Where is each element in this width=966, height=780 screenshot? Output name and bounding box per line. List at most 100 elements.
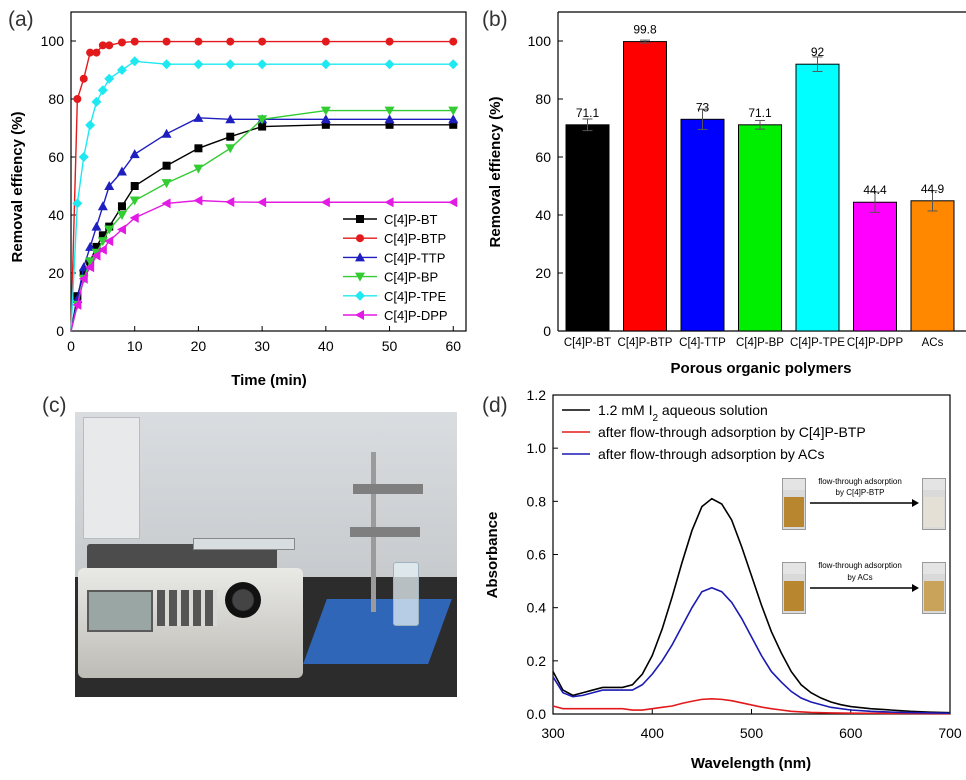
inset-cuvette-after-btp xyxy=(922,478,946,530)
panel-a-point-5 xyxy=(257,197,267,208)
panel-a-legend-label-5: C[4]P-DPP xyxy=(384,308,448,323)
photo-vial xyxy=(393,562,419,626)
panel-d-legend-label-1: after flow-through adsorption by C[4]P-B… xyxy=(598,424,866,440)
panel-b-bar-5 xyxy=(853,201,897,332)
panel-b-value-label-3: 71.1 xyxy=(748,106,772,120)
panel-a-series-line-2 xyxy=(70,117,454,332)
panel-b-ylabel: Removal effiency (%) xyxy=(487,97,504,248)
panel-a-point-1 xyxy=(130,37,139,46)
panel-b-bar-1 xyxy=(623,41,667,332)
panel-d-ytick-label: 0.6 xyxy=(527,547,547,563)
panel-a-point-5 xyxy=(72,299,82,310)
panel-a-point-0 xyxy=(321,120,330,129)
panel-a-point-2 xyxy=(104,181,115,190)
panel-a-point-0 xyxy=(194,144,203,153)
panel-a-point-5 xyxy=(193,195,203,206)
panel-a-point-4 xyxy=(104,73,115,84)
panel-b-category-label-6: ACs xyxy=(922,337,944,349)
panel-a-point-4 xyxy=(91,96,102,107)
panel-a-point-1 xyxy=(86,48,95,57)
panel-a-point-5 xyxy=(85,262,95,273)
panel-a-series-line-1 xyxy=(70,40,454,332)
panel-a-xtick-label: 20 xyxy=(191,338,207,354)
panel-a-point-1 xyxy=(98,41,107,50)
panel-a-point-5 xyxy=(320,197,330,208)
panel-a-point-2 xyxy=(116,166,127,176)
panel-b-label: (b) xyxy=(482,8,508,31)
panel-b-ytick-label: 80 xyxy=(535,91,551,107)
panel-a-point-0 xyxy=(385,120,394,129)
panel-b-category-label-5: C[4]P-DPP xyxy=(847,337,904,349)
panel-a-point-5 xyxy=(104,236,114,247)
panel-a-point-1 xyxy=(117,38,126,47)
panel-a-xtick-label: 50 xyxy=(382,338,398,354)
panel-a-point-4 xyxy=(225,59,236,70)
panel-a-point-0 xyxy=(162,161,171,170)
panel-a-series-line-3 xyxy=(70,109,454,332)
panel-a-point-3 xyxy=(129,196,140,206)
panel-d-legend-suffix: aqueous solution xyxy=(658,402,768,418)
panel-a-point-5 xyxy=(448,197,458,208)
panel-a-point-5 xyxy=(384,197,394,208)
photo-pump-screen xyxy=(87,590,153,632)
panel-b-xlabel: Porous organic polymers xyxy=(671,360,852,377)
panel-a-point-0 xyxy=(449,120,458,129)
panel-b-ytick-label: 60 xyxy=(535,149,551,165)
panel-a-point-4 xyxy=(97,85,108,96)
panel-a-point-1 xyxy=(226,37,235,46)
panel-a-point-2 xyxy=(85,241,96,251)
panel-a-point-4 xyxy=(193,59,204,70)
panel-a-point-4 xyxy=(129,56,140,67)
inset-arrow2-line2: by ACs xyxy=(847,573,872,582)
panel-a-point-1 xyxy=(321,37,330,46)
panel-a-point-1 xyxy=(105,41,114,50)
panel-a-point-1 xyxy=(194,37,203,46)
panel-a-legend-label-0: C[4]P-BT xyxy=(384,212,438,227)
panel-a-point-2 xyxy=(91,221,102,231)
photo-wall-panel xyxy=(83,417,140,539)
panel-a-xtick-label: 0 xyxy=(67,338,75,354)
panel-a-point-2 xyxy=(129,149,140,159)
panel-b-bar-3 xyxy=(738,124,782,332)
panel-a-ylabel: Removal effiency (%) xyxy=(9,112,26,263)
panel-a-legend-label-3: C[4]P-BP xyxy=(384,270,438,285)
panel-b-value-label-0: 71.1 xyxy=(576,106,600,120)
panel-a-point-4 xyxy=(72,198,83,209)
inset-arrow1-line1: flow-through adsorption xyxy=(818,477,902,486)
inset-cuvette-before-2 xyxy=(782,562,806,614)
panel-a-point-0 xyxy=(130,182,139,190)
panel-a-point-1 xyxy=(162,37,171,46)
photo-syringe xyxy=(193,538,295,550)
panel-a-chart: Removal effiency (%) Time (min) 0 10 20 30 4… xyxy=(9,11,467,389)
photo-pump-knob xyxy=(225,582,261,618)
panel-a-ytick-label: 40 xyxy=(48,207,64,223)
panel-a-ytick-label: 0 xyxy=(56,323,64,339)
panel-d-series-line-1 xyxy=(552,698,951,715)
panel-b-ytick-label: 0 xyxy=(543,323,551,339)
panel-a-point-0 xyxy=(117,202,126,211)
panel-a-point-3 xyxy=(384,106,395,116)
panel-d-series-line-2 xyxy=(552,586,951,715)
panel-a-point-0 xyxy=(92,242,101,251)
panel-a-point-3 xyxy=(225,144,236,154)
panel-d-legend-label-2: after flow-through adsorption by ACs xyxy=(598,446,824,462)
panel-a-point-1 xyxy=(385,37,394,46)
panel-a-point-3 xyxy=(85,257,96,267)
panel-a-point-5 xyxy=(116,224,126,235)
panel-a-legend-marker-1 xyxy=(356,234,364,243)
panel-a-point-1 xyxy=(79,74,88,83)
panel-a-point-4 xyxy=(161,59,172,70)
panel-a-legend-marker-0 xyxy=(356,215,364,223)
panel-d-legend-label-0: 1.2 mM I2 aqueous solution xyxy=(598,402,768,424)
photo-pump-keypad xyxy=(157,590,217,626)
panel-b-category-label-3: C[4]P-BP xyxy=(736,337,784,349)
panel-b-value-label-6: 44.9 xyxy=(921,182,945,196)
panel-d-ytick-label: 0.0 xyxy=(527,706,547,722)
panel-a-ytick-label: 60 xyxy=(48,149,64,165)
panel-a-point-5 xyxy=(97,244,107,255)
panel-b-bar-6 xyxy=(910,200,955,332)
panel-b-value-label-4: 92 xyxy=(811,45,825,59)
panel-a-point-0 xyxy=(258,122,267,131)
panel-a-point-4 xyxy=(320,59,331,70)
panel-b-bar-2 xyxy=(680,118,725,332)
